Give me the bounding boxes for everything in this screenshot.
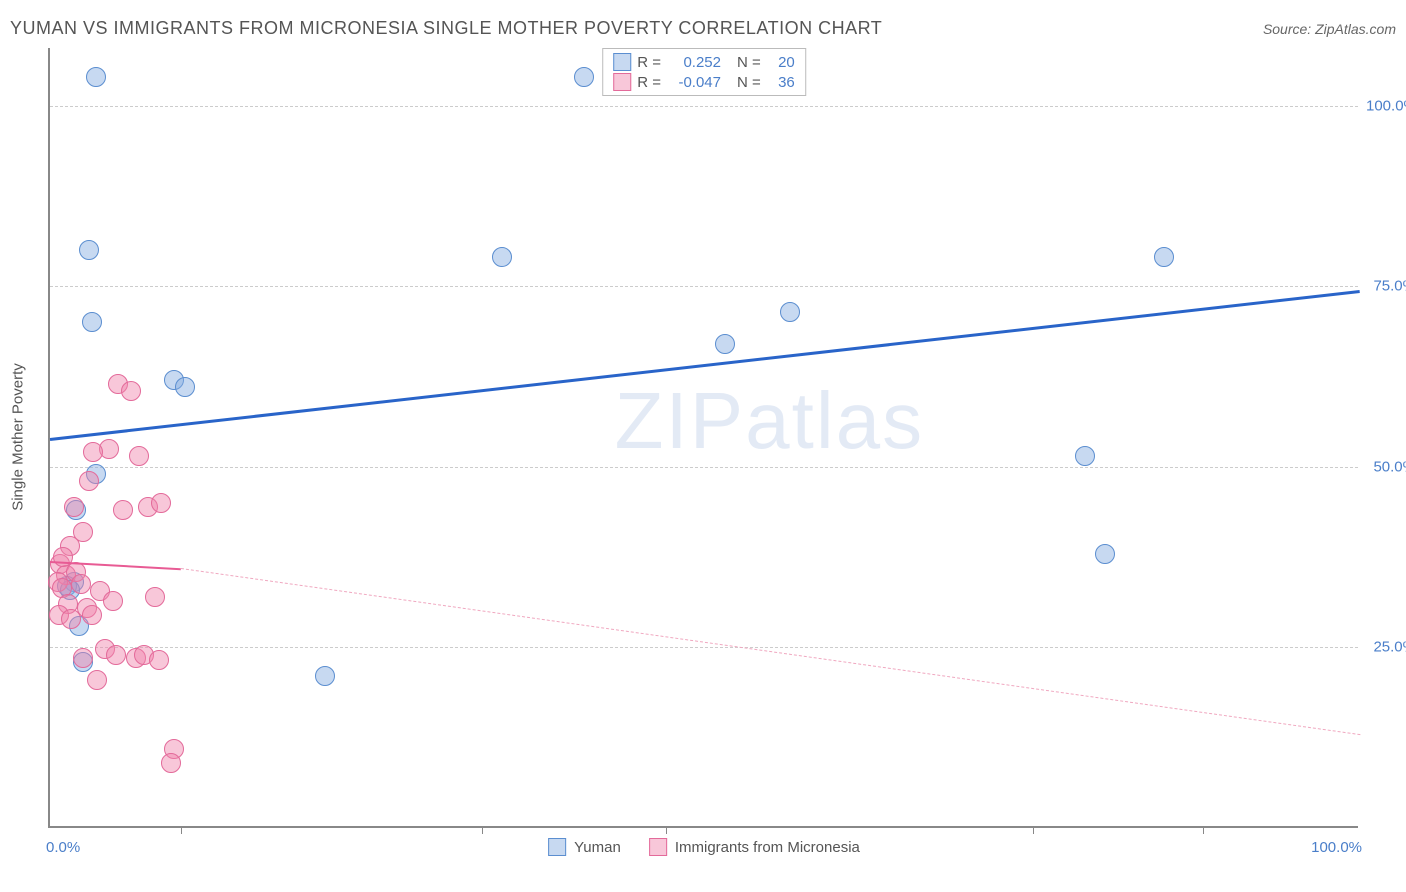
watermark: ZIPatlas bbox=[615, 375, 924, 467]
n-value: 20 bbox=[767, 54, 795, 71]
legend-label: Immigrants from Micronesia bbox=[675, 839, 860, 856]
x-axis-max-label: 100.0% bbox=[1311, 839, 1362, 856]
y-axis-title: Single Mother Poverty bbox=[10, 363, 27, 511]
scatter-plot: ZIPatlas Single Mother Poverty 0.0% 100.… bbox=[48, 48, 1358, 828]
x-tick bbox=[181, 826, 182, 834]
gridline bbox=[50, 106, 1358, 107]
legend-item: Yuman bbox=[548, 838, 621, 856]
y-tick-label: 50.0% bbox=[1366, 458, 1406, 475]
data-point bbox=[1075, 446, 1095, 466]
trend-line bbox=[50, 290, 1360, 441]
legend-swatch bbox=[613, 53, 631, 71]
n-value: 36 bbox=[767, 74, 795, 91]
data-point bbox=[1095, 544, 1115, 564]
y-tick-label: 100.0% bbox=[1366, 97, 1406, 114]
gridline bbox=[50, 286, 1358, 287]
data-point bbox=[780, 302, 800, 322]
r-value: 0.252 bbox=[667, 54, 721, 71]
n-label: N = bbox=[737, 54, 761, 71]
data-point bbox=[161, 753, 181, 773]
data-point bbox=[492, 247, 512, 267]
r-value: -0.047 bbox=[667, 74, 721, 91]
data-point bbox=[83, 442, 103, 462]
data-point bbox=[121, 381, 141, 401]
data-point bbox=[145, 587, 165, 607]
trend-line bbox=[181, 568, 1360, 735]
correlation-legend: R = 0.252 N = 20 R = -0.047 N = 36 bbox=[602, 48, 806, 96]
data-point bbox=[61, 609, 81, 629]
gridline bbox=[50, 647, 1358, 648]
data-point bbox=[71, 574, 91, 594]
data-point bbox=[151, 493, 171, 513]
data-point bbox=[1154, 247, 1174, 267]
legend-stat-row: R = 0.252 N = 20 bbox=[613, 53, 795, 71]
data-point bbox=[87, 670, 107, 690]
data-point bbox=[315, 666, 335, 686]
x-tick bbox=[482, 826, 483, 834]
x-tick bbox=[666, 826, 667, 834]
legend-swatch bbox=[613, 73, 631, 91]
data-point bbox=[64, 497, 84, 517]
legend-swatch bbox=[548, 838, 566, 856]
data-point bbox=[86, 67, 106, 87]
data-point bbox=[82, 605, 102, 625]
data-point bbox=[113, 500, 133, 520]
x-tick bbox=[1203, 826, 1204, 834]
data-point bbox=[149, 650, 169, 670]
data-point bbox=[175, 377, 195, 397]
data-point bbox=[129, 446, 149, 466]
legend-swatch bbox=[649, 838, 667, 856]
data-point bbox=[82, 312, 102, 332]
y-tick-label: 25.0% bbox=[1366, 639, 1406, 656]
data-point bbox=[79, 471, 99, 491]
data-point bbox=[574, 67, 594, 87]
source-label: Source: ZipAtlas.com bbox=[1263, 21, 1396, 37]
x-tick bbox=[1033, 826, 1034, 834]
r-label: R = bbox=[637, 74, 661, 91]
legend-label: Yuman bbox=[574, 839, 621, 856]
series-legend: Yuman Immigrants from Micronesia bbox=[548, 838, 860, 856]
data-point bbox=[73, 648, 93, 668]
legend-item: Immigrants from Micronesia bbox=[649, 838, 860, 856]
n-label: N = bbox=[737, 74, 761, 91]
x-axis-min-label: 0.0% bbox=[46, 839, 80, 856]
data-point bbox=[103, 591, 123, 611]
y-tick-label: 75.0% bbox=[1366, 278, 1406, 295]
legend-stat-row: R = -0.047 N = 36 bbox=[613, 73, 795, 91]
r-label: R = bbox=[637, 54, 661, 71]
gridline bbox=[50, 467, 1358, 468]
chart-title: YUMAN VS IMMIGRANTS FROM MICRONESIA SING… bbox=[10, 18, 882, 39]
data-point bbox=[715, 334, 735, 354]
data-point bbox=[106, 645, 126, 665]
data-point bbox=[79, 240, 99, 260]
